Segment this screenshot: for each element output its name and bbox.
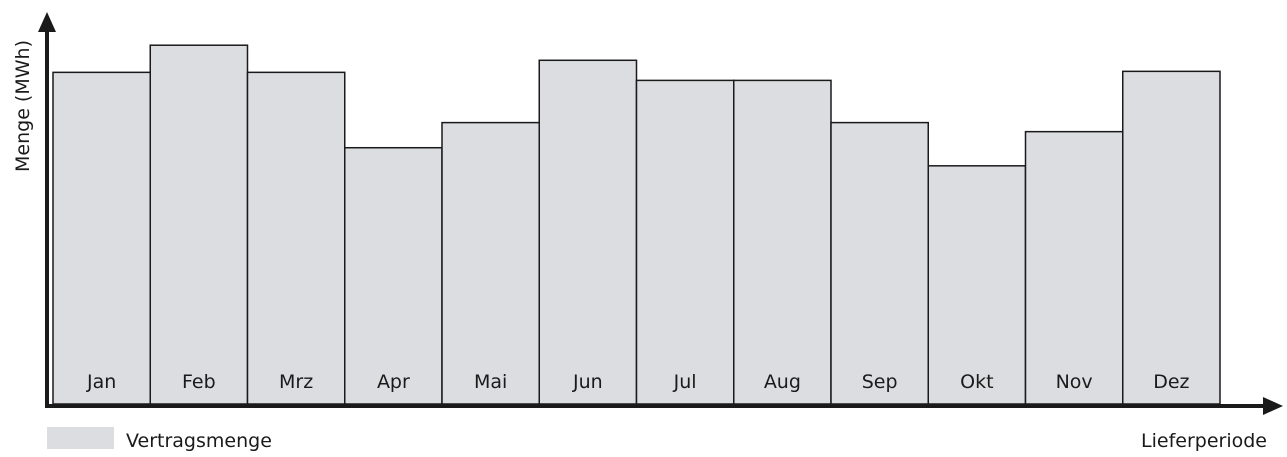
category-label-dez: Dez (1153, 371, 1189, 393)
category-label-jun: Jun (572, 371, 603, 393)
category-label-jul: Jul (673, 371, 697, 393)
bar-dez (1122, 70, 1221, 405)
bar-feb (149, 44, 249, 405)
category-label-group: Jan Feb Mrz Apr Mai Jun Jul Aug Sep Okt Nov Dez (86, 371, 1190, 393)
bar-mrz (246, 71, 346, 405)
y-axis-arrowhead (38, 12, 56, 32)
category-label-mai: Mai (474, 371, 507, 393)
bar-mai (441, 121, 540, 405)
bar-sep (830, 121, 929, 405)
bar-jul (635, 79, 735, 405)
category-label-jan: Jan (86, 371, 116, 393)
category-label-nov: Nov (1056, 371, 1093, 393)
bar-group (52, 44, 1221, 405)
category-label-feb: Feb (182, 371, 216, 393)
legend-swatch (47, 427, 114, 449)
category-label-okt: Okt (960, 371, 993, 393)
bar-aug (733, 79, 832, 405)
category-label-mrz: Mrz (279, 371, 313, 393)
y-axis-label: Menge (MWh) (12, 40, 34, 172)
bar-apr (344, 146, 443, 405)
category-label-sep: Sep (862, 371, 898, 393)
legend-label: Vertragsmenge (126, 430, 272, 452)
bar-jan (52, 71, 151, 405)
x-axis-label: Lieferperiode (1141, 430, 1267, 452)
bar-okt (927, 165, 1027, 405)
bar-nov (1024, 130, 1124, 405)
category-label-apr: Apr (377, 371, 410, 393)
x-axis-arrowhead (1263, 397, 1283, 415)
category-label-aug: Aug (764, 371, 801, 393)
bar-jun (538, 59, 638, 405)
